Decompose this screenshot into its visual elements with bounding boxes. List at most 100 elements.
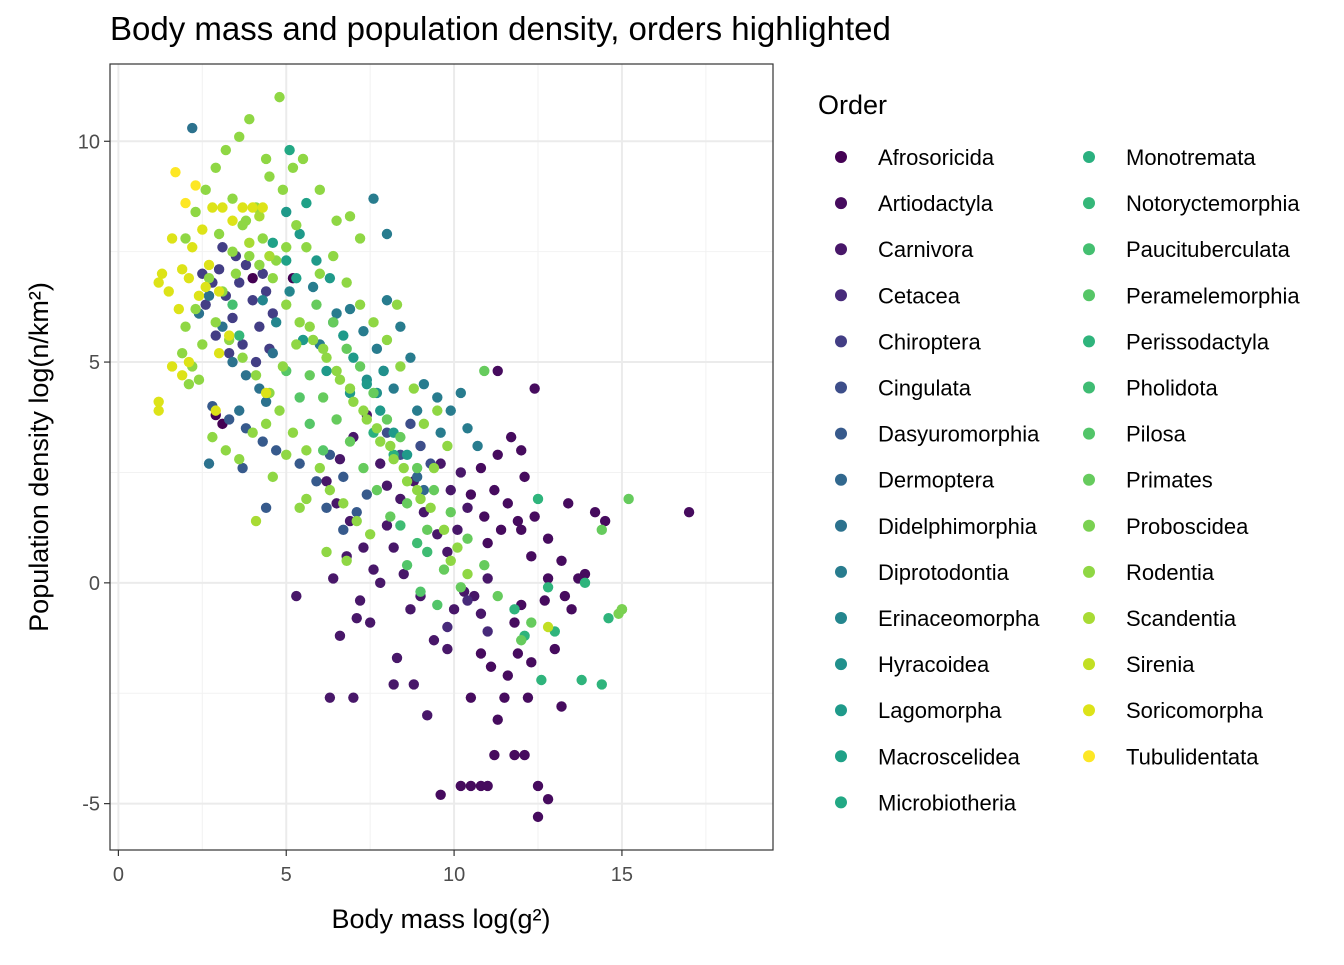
data-point bbox=[455, 780, 467, 792]
data-point bbox=[234, 131, 245, 143]
data-point bbox=[371, 343, 383, 355]
legend-key bbox=[835, 658, 847, 671]
data-point bbox=[281, 449, 292, 460]
data-point bbox=[358, 405, 369, 416]
data-point bbox=[401, 476, 413, 487]
legend-key bbox=[1083, 612, 1095, 624]
data-point bbox=[307, 281, 319, 293]
data-point bbox=[257, 268, 268, 279]
data-point bbox=[442, 440, 453, 452]
data-point bbox=[237, 462, 248, 474]
data-point bbox=[223, 414, 235, 425]
data-point bbox=[260, 153, 272, 165]
data-point bbox=[234, 330, 245, 341]
y-tick-label: 5 bbox=[89, 352, 100, 374]
data-point bbox=[368, 387, 379, 399]
data-point bbox=[442, 546, 453, 558]
data-point bbox=[257, 202, 268, 213]
data-point bbox=[260, 418, 272, 430]
data-point bbox=[482, 780, 493, 792]
x-axis: 0 5 10 15 bbox=[113, 850, 633, 886]
data-point bbox=[274, 91, 285, 103]
data-point bbox=[190, 303, 201, 315]
legend-key bbox=[835, 197, 847, 210]
data-point bbox=[532, 780, 544, 792]
data-point bbox=[217, 242, 228, 253]
data-point bbox=[170, 166, 181, 178]
data-point bbox=[368, 193, 379, 204]
legend-label: Paucituberculata bbox=[1126, 237, 1291, 262]
data-point bbox=[200, 299, 211, 310]
data-point bbox=[351, 506, 362, 518]
data-point bbox=[207, 202, 218, 213]
legend-key bbox=[1083, 289, 1095, 302]
legend-label: Proboscidea bbox=[1126, 514, 1249, 539]
data-point bbox=[542, 582, 554, 593]
data-point bbox=[234, 277, 245, 288]
data-point bbox=[210, 162, 221, 173]
data-point bbox=[294, 502, 305, 513]
data-point bbox=[321, 352, 332, 363]
data-point bbox=[176, 370, 188, 381]
data-point bbox=[465, 780, 477, 792]
chart-title: Body mass and population density, orders… bbox=[110, 10, 891, 47]
data-point bbox=[455, 467, 467, 478]
legend-label: Rodentia bbox=[1126, 560, 1215, 585]
data-point bbox=[314, 462, 326, 474]
legend-label: Lagomorpha bbox=[878, 698, 1002, 723]
data-point bbox=[173, 303, 185, 315]
data-point bbox=[435, 789, 446, 801]
data-point bbox=[542, 794, 554, 805]
x-tick-label: 10 bbox=[443, 864, 465, 886]
data-point bbox=[579, 577, 591, 589]
data-point bbox=[267, 308, 279, 319]
data-point bbox=[492, 714, 503, 725]
legend-key bbox=[835, 335, 847, 348]
data-point bbox=[247, 272, 258, 284]
data-point bbox=[200, 281, 211, 293]
legend-key bbox=[1083, 243, 1095, 256]
data-point bbox=[502, 670, 513, 681]
data-point bbox=[244, 237, 255, 249]
data-point bbox=[294, 392, 305, 403]
data-point bbox=[338, 330, 349, 341]
data-point bbox=[227, 299, 238, 310]
data-point bbox=[338, 471, 349, 483]
x-tick-label: 0 bbox=[113, 864, 124, 886]
data-point bbox=[291, 590, 302, 602]
data-point bbox=[267, 348, 279, 359]
data-point bbox=[257, 436, 268, 447]
data-point bbox=[529, 383, 540, 394]
data-point bbox=[331, 414, 342, 425]
data-point bbox=[505, 431, 517, 443]
points-layer bbox=[153, 91, 695, 823]
data-point bbox=[180, 233, 191, 244]
data-point bbox=[351, 515, 362, 527]
data-point bbox=[428, 635, 440, 646]
data-point bbox=[381, 228, 393, 240]
data-point bbox=[519, 471, 530, 483]
data-point bbox=[287, 162, 299, 173]
data-point bbox=[375, 405, 386, 416]
data-point bbox=[324, 692, 336, 703]
data-point bbox=[166, 233, 178, 244]
data-point bbox=[247, 427, 258, 438]
data-point bbox=[475, 462, 487, 474]
data-point bbox=[542, 533, 554, 544]
legend-label: Chiroptera bbox=[878, 329, 981, 354]
data-point bbox=[348, 692, 359, 703]
data-point bbox=[526, 657, 537, 668]
data-point bbox=[183, 272, 195, 284]
data-point bbox=[381, 480, 393, 491]
legend-key bbox=[1083, 473, 1095, 486]
legend-key bbox=[835, 243, 847, 256]
data-point bbox=[576, 674, 587, 686]
data-point bbox=[223, 330, 235, 341]
legend-key bbox=[1083, 565, 1095, 578]
data-point bbox=[371, 484, 383, 496]
data-point bbox=[405, 352, 416, 363]
data-point bbox=[462, 595, 473, 606]
data-point bbox=[234, 405, 245, 416]
legend-key bbox=[835, 289, 847, 302]
